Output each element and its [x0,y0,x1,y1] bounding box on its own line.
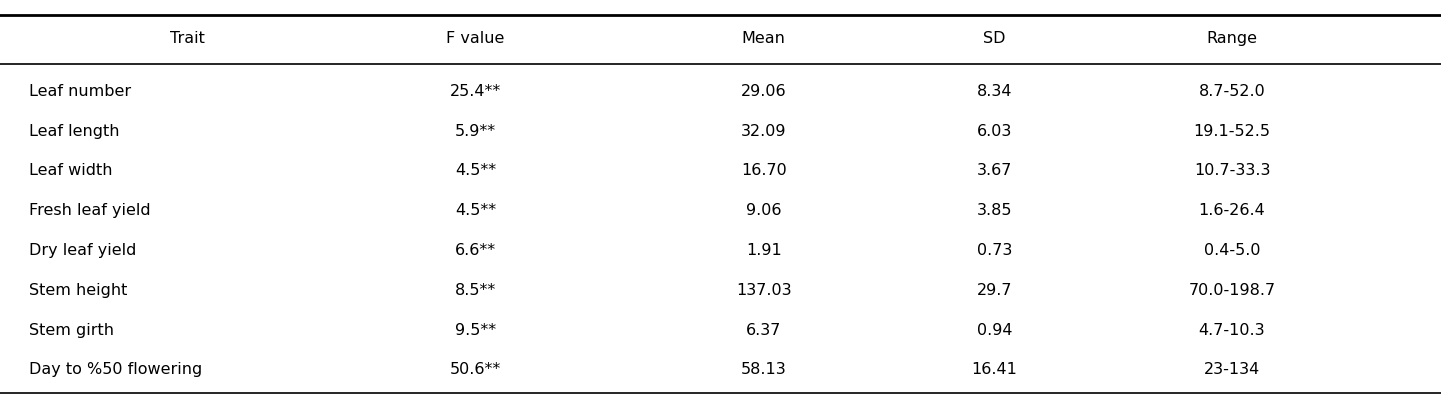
Text: 16.41: 16.41 [971,362,1017,376]
Text: 4.5**: 4.5** [455,203,496,217]
Text: Leaf width: Leaf width [29,163,112,178]
Text: 3.67: 3.67 [977,163,1012,178]
Text: 0.73: 0.73 [977,243,1012,257]
Text: 58.13: 58.13 [741,362,787,376]
Text: 29.7: 29.7 [977,282,1012,297]
Text: 6.37: 6.37 [746,322,781,337]
Text: 32.09: 32.09 [741,124,787,138]
Text: SD: SD [983,31,1006,46]
Text: 8.5**: 8.5** [455,282,496,297]
Text: Trait: Trait [170,31,205,46]
Text: 9.06: 9.06 [746,203,781,217]
Text: 16.70: 16.70 [741,163,787,178]
Text: 4.5**: 4.5** [455,163,496,178]
Text: Day to %50 flowering: Day to %50 flowering [29,362,202,376]
Text: 8.34: 8.34 [977,84,1012,98]
Text: 10.7-33.3: 10.7-33.3 [1193,163,1271,178]
Text: 1.91: 1.91 [746,243,781,257]
Text: Dry leaf yield: Dry leaf yield [29,243,137,257]
Text: 23-134: 23-134 [1203,362,1261,376]
Text: Stem height: Stem height [29,282,127,297]
Text: 4.7-10.3: 4.7-10.3 [1199,322,1265,337]
Text: 6.6**: 6.6** [455,243,496,257]
Text: 0.4-5.0: 0.4-5.0 [1203,243,1261,257]
Text: Range: Range [1206,31,1258,46]
Text: 70.0-198.7: 70.0-198.7 [1189,282,1275,297]
Text: 3.85: 3.85 [977,203,1012,217]
Text: 5.9**: 5.9** [455,124,496,138]
Text: 9.5**: 9.5** [455,322,496,337]
Text: F value: F value [447,31,504,46]
Text: 25.4**: 25.4** [450,84,501,98]
Text: 1.6-26.4: 1.6-26.4 [1199,203,1265,217]
Text: Leaf length: Leaf length [29,124,120,138]
Text: 50.6**: 50.6** [450,362,501,376]
Text: 137.03: 137.03 [736,282,791,297]
Text: Stem girth: Stem girth [29,322,114,337]
Text: Mean: Mean [742,31,785,46]
Text: 0.94: 0.94 [977,322,1012,337]
Text: 29.06: 29.06 [741,84,787,98]
Text: Leaf number: Leaf number [29,84,131,98]
Text: Fresh leaf yield: Fresh leaf yield [29,203,150,217]
Text: 6.03: 6.03 [977,124,1012,138]
Text: 8.7-52.0: 8.7-52.0 [1199,84,1265,98]
Text: 19.1-52.5: 19.1-52.5 [1193,124,1271,138]
